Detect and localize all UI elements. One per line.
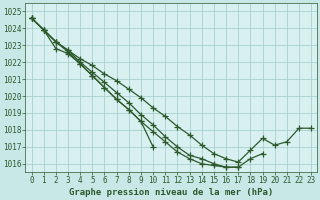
X-axis label: Graphe pression niveau de la mer (hPa): Graphe pression niveau de la mer (hPa): [69, 188, 274, 197]
